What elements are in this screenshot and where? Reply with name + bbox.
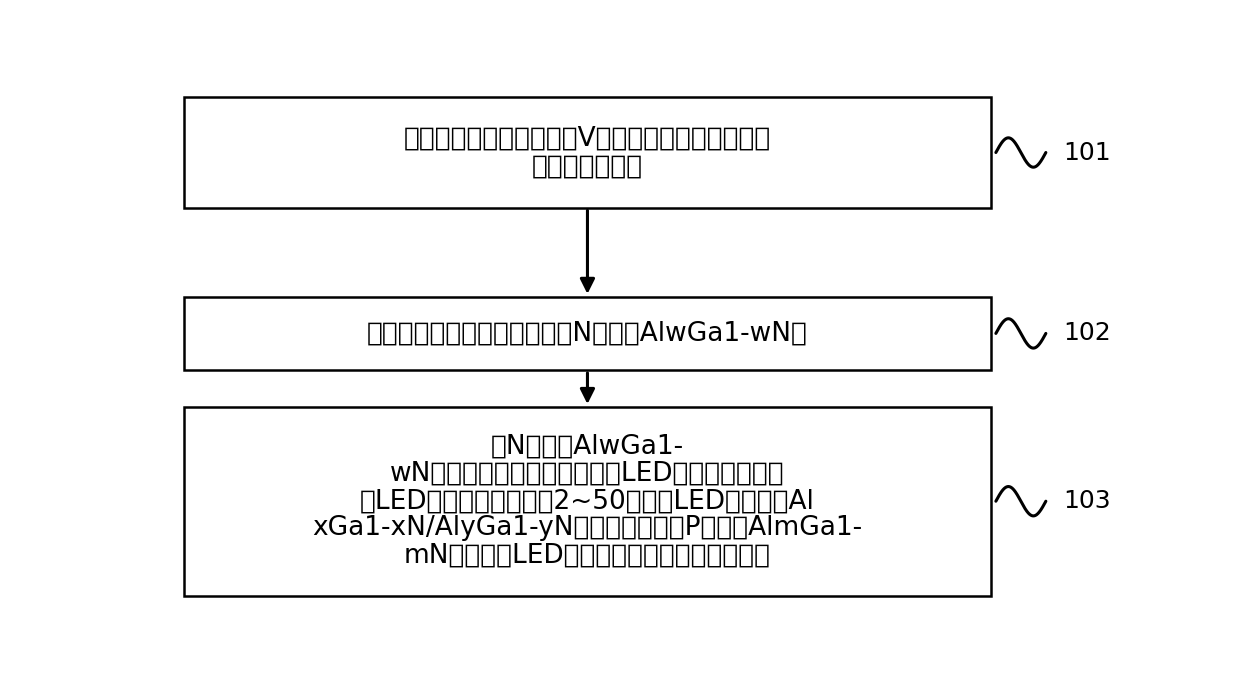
Text: mN层，多节LED结构发出一种或多种波长的光: mN层，多节LED结构发出一种或多种波长的光 [404, 543, 771, 569]
FancyBboxPatch shape [184, 407, 991, 596]
FancyBboxPatch shape [184, 297, 991, 370]
Text: 在N型掺杂AlwGa1-: 在N型掺杂AlwGa1- [491, 434, 684, 460]
Text: 节LED结构的节数范围为2~50，各节LED结构包括Al: 节LED结构的节数范围为2~50，各节LED结构包括Al [360, 488, 815, 514]
FancyBboxPatch shape [184, 97, 991, 208]
Text: 分解形成缓冲层: 分解形成缓冲层 [532, 153, 644, 179]
Text: 在衬底上预通入金属源及V族反应物，在第一温度下: 在衬底上预通入金属源及V族反应物，在第一温度下 [404, 126, 771, 152]
Text: 在缓冲层上于第二温度下生长N型掺杂AlwGa1-wN层: 在缓冲层上于第二温度下生长N型掺杂AlwGa1-wN层 [367, 321, 808, 347]
Text: 102: 102 [1063, 321, 1111, 345]
Text: 103: 103 [1063, 489, 1111, 513]
Text: xGa1-xN/AlyGa1-yN多量子阱结构与P型掺杂AlmGa1-: xGa1-xN/AlyGa1-yN多量子阱结构与P型掺杂AlmGa1- [312, 516, 863, 541]
Text: 101: 101 [1063, 140, 1111, 165]
Text: wN层上于第三温度下生长多节LED结构，其中，多: wN层上于第三温度下生长多节LED结构，其中，多 [391, 461, 785, 487]
